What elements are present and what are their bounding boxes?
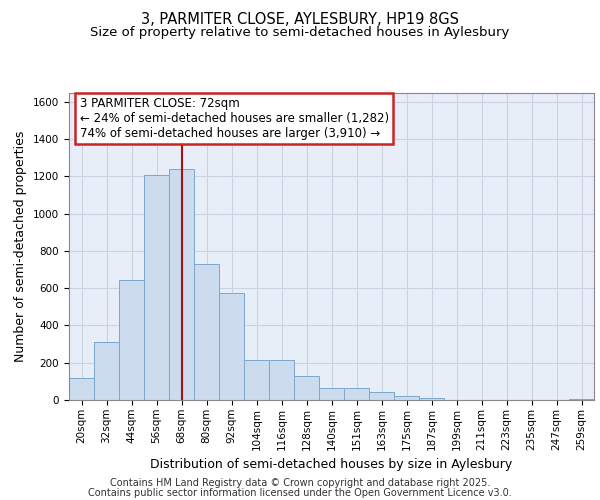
Bar: [569, 398, 594, 400]
Bar: [194, 264, 219, 400]
Bar: [319, 388, 344, 400]
Text: Contains HM Land Registry data © Crown copyright and database right 2025.: Contains HM Land Registry data © Crown c…: [110, 478, 490, 488]
Y-axis label: Number of semi-detached properties: Number of semi-detached properties: [14, 130, 28, 362]
Bar: [144, 174, 169, 400]
Text: 3, PARMITER CLOSE, AYLESBURY, HP19 8GS: 3, PARMITER CLOSE, AYLESBURY, HP19 8GS: [141, 12, 459, 28]
Bar: [119, 280, 144, 400]
Bar: [169, 169, 194, 400]
Bar: [94, 342, 119, 400]
Bar: [219, 293, 244, 400]
Bar: [69, 378, 94, 400]
Bar: [269, 360, 294, 400]
Bar: [369, 392, 394, 400]
Text: Contains public sector information licensed under the Open Government Licence v3: Contains public sector information licen…: [88, 488, 512, 498]
Text: Size of property relative to semi-detached houses in Aylesbury: Size of property relative to semi-detach…: [91, 26, 509, 39]
Bar: [394, 396, 419, 400]
Bar: [244, 360, 269, 400]
X-axis label: Distribution of semi-detached houses by size in Aylesbury: Distribution of semi-detached houses by …: [151, 458, 512, 471]
Bar: [419, 398, 444, 400]
Bar: [344, 388, 369, 400]
Text: 3 PARMITER CLOSE: 72sqm
← 24% of semi-detached houses are smaller (1,282)
74% of: 3 PARMITER CLOSE: 72sqm ← 24% of semi-de…: [79, 97, 389, 140]
Bar: [294, 376, 319, 400]
